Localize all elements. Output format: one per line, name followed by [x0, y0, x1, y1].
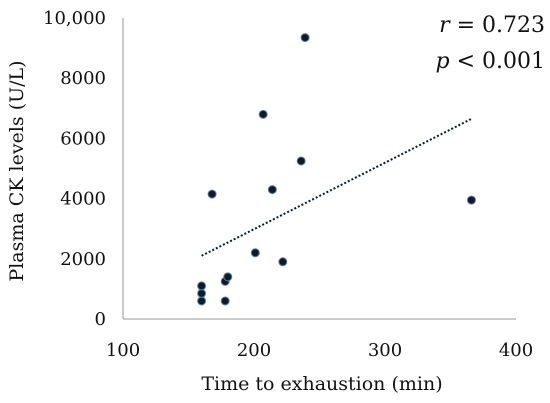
y-tick-label: 10,000 — [43, 8, 106, 29]
data-point — [197, 296, 207, 306]
x-tick-label: 300 — [368, 340, 402, 361]
r-symbol: r — [439, 13, 451, 38]
y-tick-label: 8000 — [60, 68, 106, 89]
correlation-stat: r = 0.723 — [439, 13, 545, 38]
y-tick-label: 2000 — [60, 249, 106, 270]
data-point — [300, 33, 310, 43]
p-value-stat: p < 0.001 — [436, 49, 546, 74]
data-point — [267, 185, 277, 195]
data-point — [466, 195, 476, 205]
y-tick-label: 0 — [95, 309, 106, 330]
y-tick-label: 6000 — [60, 128, 106, 149]
y-tick-label: 4000 — [60, 189, 106, 210]
data-point — [197, 288, 207, 298]
data-point — [197, 281, 207, 291]
x-tick-label: 100 — [106, 340, 140, 361]
trendline — [201, 117, 472, 257]
x-tick-label: 400 — [499, 340, 533, 361]
y-tick-labels: 0 2000 4000 6000 8000 10,000 — [43, 8, 106, 330]
x-tick-label: 200 — [237, 340, 271, 361]
data-point — [223, 272, 233, 282]
y-axis-title: Plasma CK levels (U/L) — [6, 60, 28, 281]
data-point — [278, 257, 288, 267]
axes — [122, 18, 516, 320]
data-point — [250, 248, 260, 258]
x-tick-labels: 100 200 300 400 — [106, 340, 533, 361]
r-value: = 0.723 — [450, 13, 545, 38]
x-axis-title: Time to exhaustion (min) — [201, 373, 442, 395]
p-value: < 0.001 — [450, 49, 545, 74]
data-point — [207, 189, 217, 199]
data-point — [296, 156, 306, 166]
p-symbol: p — [436, 49, 450, 74]
data-point — [220, 296, 230, 306]
data-points — [197, 33, 476, 306]
data-point — [258, 109, 268, 119]
